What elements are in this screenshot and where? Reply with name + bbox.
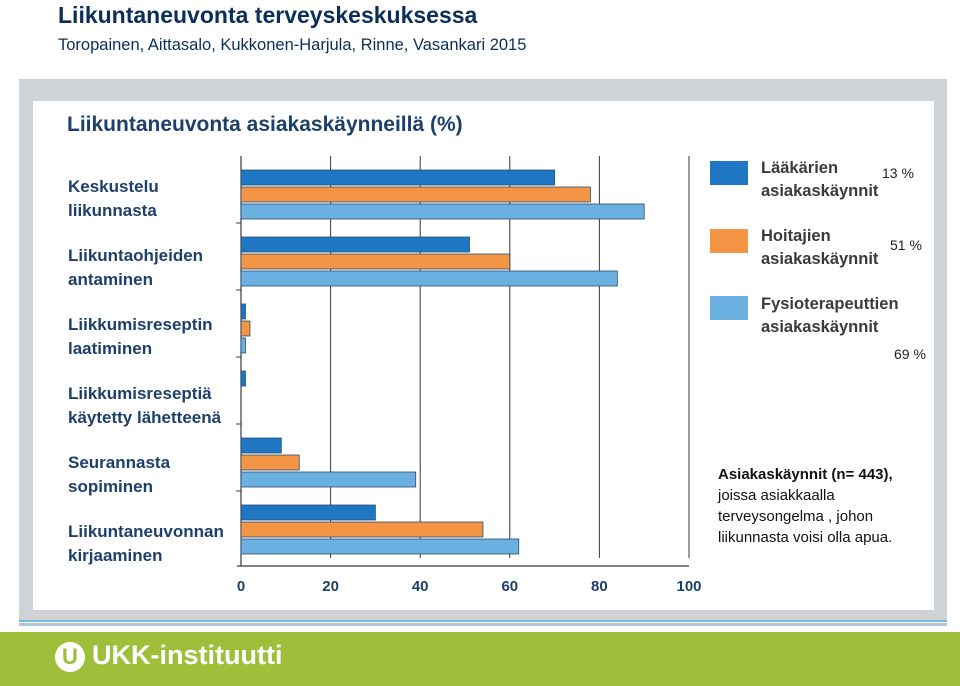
legend-swatch-laakarit — [710, 161, 748, 185]
category-label-line: liikunnasta — [68, 201, 157, 220]
category-label-line: Liikkumisreseptiä — [68, 384, 212, 403]
legend-share-hoitajat: 51 % — [890, 237, 922, 253]
bar-4-0 — [240, 437, 282, 454]
legend-swatch-hoitajat — [710, 229, 748, 253]
bar-5-0 — [240, 504, 376, 521]
x-tick-label: 100 — [676, 578, 701, 595]
ukk-logo-icon: U — [55, 642, 85, 672]
note-line: liikunnasta voisi olla apua. — [718, 529, 893, 546]
bar-0-2 — [240, 203, 645, 220]
bar-2-1 — [240, 320, 251, 337]
x-tick-label: 20 — [322, 578, 339, 595]
legend-label-laakarit: Lääkärien asiakaskäynnit — [761, 157, 878, 203]
category-label-line: Liikkumisreseptin — [68, 315, 213, 334]
x-tick-label: 60 — [501, 578, 518, 595]
legend-label-line: Hoitajien — [761, 227, 831, 245]
category-label-reseptin: Liikkumisreseptin laatiminen — [68, 313, 213, 361]
legend-swatch-fysioterapeutit — [710, 296, 748, 320]
legend-share-laakarit: 13 % — [882, 165, 914, 181]
x-tick-label: 40 — [412, 578, 429, 595]
category-label-line: Keskustelu — [68, 177, 159, 196]
category-label-lahetteena: Liikkumisreseptiä käytetty lähetteenä — [68, 382, 221, 430]
x-tick-label: 80 — [591, 578, 608, 595]
category-label-keskustelu: Keskustelu liikunnasta — [68, 175, 159, 223]
slide-title: Liikuntaneuvonta terveyskeskuksessa — [58, 2, 478, 28]
bar-4-2 — [240, 471, 417, 488]
bar-2-0 — [240, 303, 246, 320]
note-line: Asiakaskäynnit (n= 443), — [718, 466, 893, 483]
legend-label-line: asiakaskäynnit — [761, 250, 879, 268]
x-tick-label: 0 — [237, 578, 245, 595]
category-label-line: käytetty lähetteenä — [68, 408, 222, 427]
bar-3-0 — [240, 370, 246, 387]
bar-1-2 — [240, 270, 618, 287]
bar-2-2 — [240, 337, 246, 354]
category-label-line: Liikuntaohjeiden — [68, 246, 204, 265]
sample-note: Asiakaskäynnit (n= 443), joissa asiakkaa… — [718, 464, 893, 548]
legend-label-line: asiakaskäynnit — [761, 318, 879, 336]
category-label-line: Liikuntaneuvonnan — [68, 522, 224, 541]
legend-label-hoitajat: Hoitajien asiakaskäynnit — [761, 225, 878, 271]
category-label-kirjaaminen: Liikuntaneuvonnan kirjaaminen — [68, 520, 224, 568]
bar-0-0 — [240, 169, 556, 186]
bar-5-2 — [240, 538, 520, 555]
legend-label-line: Lääkärien — [761, 159, 839, 177]
category-label-line: Seurannasta — [68, 453, 171, 472]
footer-bar — [0, 632, 960, 686]
chart-title: Liikuntaneuvonta asiakaskäynneillä (%) — [67, 113, 463, 136]
legend-label-fysioterapeutit: Fysioterapeuttien asiakaskäynnit — [761, 293, 899, 339]
bar-5-1 — [240, 521, 484, 538]
note-line: joissa asiakkaalla — [718, 487, 835, 504]
legend-label-line: Fysioterapeuttien — [761, 295, 899, 313]
category-label-line: kirjaaminen — [68, 546, 163, 565]
category-label-line: sopiminen — [68, 477, 154, 496]
note-line: terveysongelma , johon — [718, 508, 874, 525]
bar-1-0 — [240, 236, 470, 253]
category-label-seuranta: Seurannasta sopiminen — [68, 451, 170, 499]
ukk-logo-text: UKK-instituutti — [92, 640, 283, 670]
category-label-line: laatiminen — [68, 339, 153, 358]
category-label-ohjeiden: Liikuntaohjeiden antaminen — [68, 244, 203, 292]
category-label-line: antaminen — [68, 270, 154, 289]
legend-share-fysioterapeutit: 69 % — [894, 346, 926, 362]
bar-4-1 — [240, 454, 300, 471]
slide-subtitle: Toropainen, Aittasalo, Kukkonen-Harjula,… — [58, 36, 527, 54]
bar-0-1 — [240, 186, 591, 203]
chart-panel — [33, 101, 934, 610]
divider-lines — [19, 620, 947, 626]
bar-1-1 — [240, 253, 511, 270]
legend-label-line: asiakaskäynnit — [761, 182, 879, 200]
